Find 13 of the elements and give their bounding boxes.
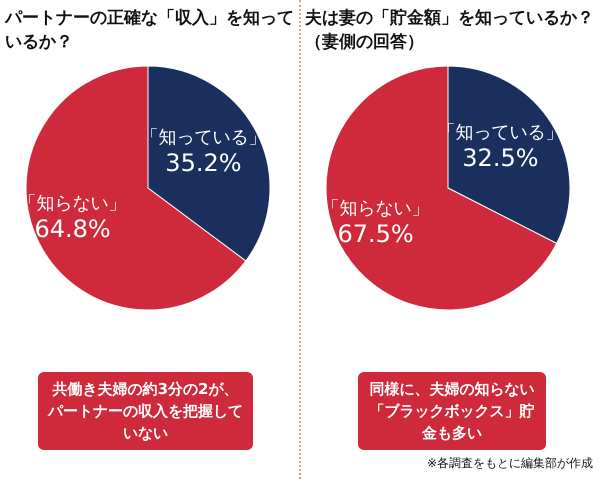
- chart-title: 夫は妻の「貯金額」を知っているか？: [305, 8, 594, 28]
- slice-label: 「知らない」: [322, 198, 430, 220]
- data-label: 64.8%: [34, 214, 111, 243]
- slice-label: 「知っている」: [140, 127, 266, 148]
- data-label: 32.5%: [462, 144, 539, 172]
- text: 同様に、夫婦の知らない「ブラックボックス」貯金も多い: [358, 372, 546, 450]
- slice-label: 「知らない」: [18, 192, 127, 214]
- text: 共働き夫婦の約3分の2が、パートナーの収入を把握していない: [38, 372, 253, 450]
- chart-subtitle: （妻側の回答）: [305, 31, 425, 54]
- data-label: 35.2%: [165, 149, 242, 178]
- text: ※各調査をもとに編集部が作成: [426, 455, 593, 472]
- data-label: 67.5%: [337, 220, 414, 248]
- chart-title: パートナーの正確な「収入」を知っているか？: [5, 7, 295, 54]
